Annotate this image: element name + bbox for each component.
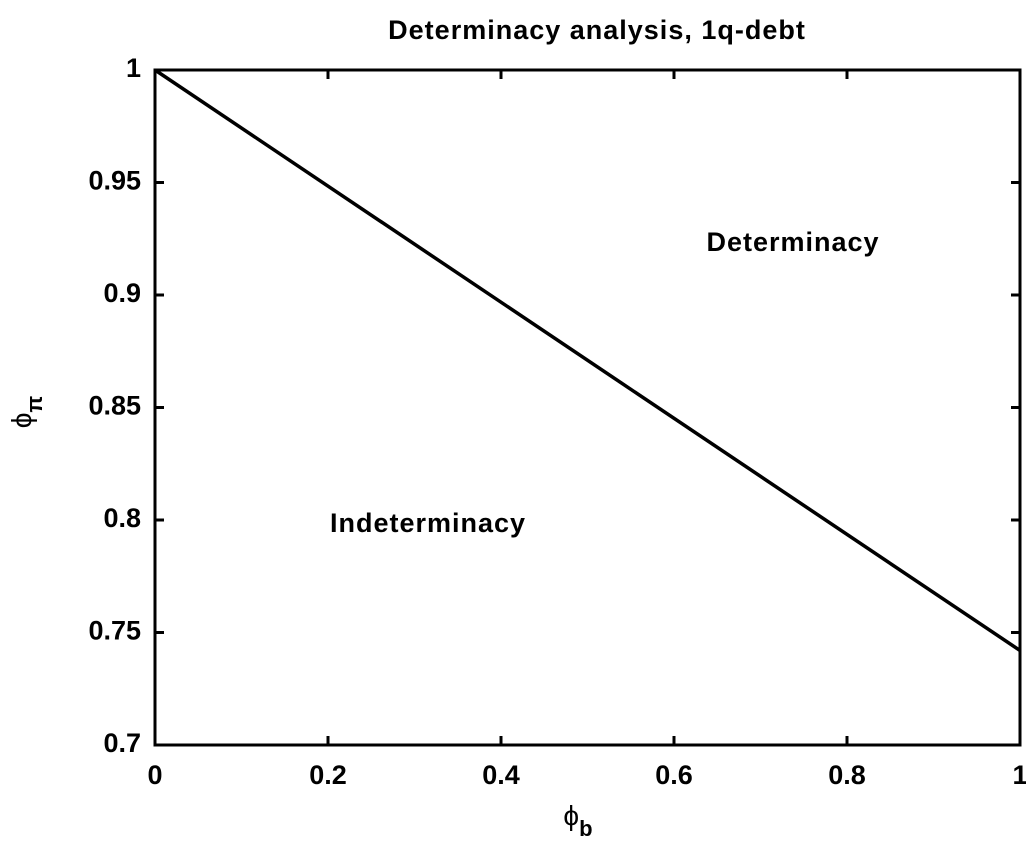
y-tick-label: 0.8 bbox=[103, 503, 141, 533]
plot-frame bbox=[153, 68, 1022, 747]
x-axis-label-symbol: ϕ bbox=[563, 800, 579, 831]
x-tick-label: 0.2 bbox=[309, 760, 347, 790]
y-tick-label: 0.9 bbox=[103, 278, 141, 308]
y-tick-label: 0.95 bbox=[88, 166, 141, 196]
x-tick-label: 1 bbox=[1012, 760, 1026, 790]
y-axis-label-symbol: ϕ bbox=[6, 413, 37, 429]
x-tick-label: 0.8 bbox=[828, 760, 866, 790]
y-tick-label: 1 bbox=[126, 53, 141, 83]
x-axis-label: ϕb bbox=[563, 800, 592, 840]
line bbox=[154, 68, 1021, 652]
x-tick-label: 0 bbox=[147, 760, 162, 790]
x-tick-label: 0.6 bbox=[655, 760, 693, 790]
y-tick-label: 0.7 bbox=[103, 728, 141, 758]
x-axis-label-subscript: b bbox=[579, 816, 592, 841]
y-tick-label: 0.85 bbox=[88, 391, 141, 421]
annotation: Determinacy bbox=[706, 227, 879, 257]
annotation: Indeterminacy bbox=[330, 508, 526, 538]
x-tick-label: 0.4 bbox=[482, 760, 520, 790]
y-tick-label: 0.75 bbox=[88, 616, 141, 646]
y-axis-label: ϕπ bbox=[6, 396, 46, 429]
y-axis-label-subscript: π bbox=[22, 396, 47, 413]
chart-title: Determinacy analysis, 1q-debt bbox=[388, 15, 806, 45]
